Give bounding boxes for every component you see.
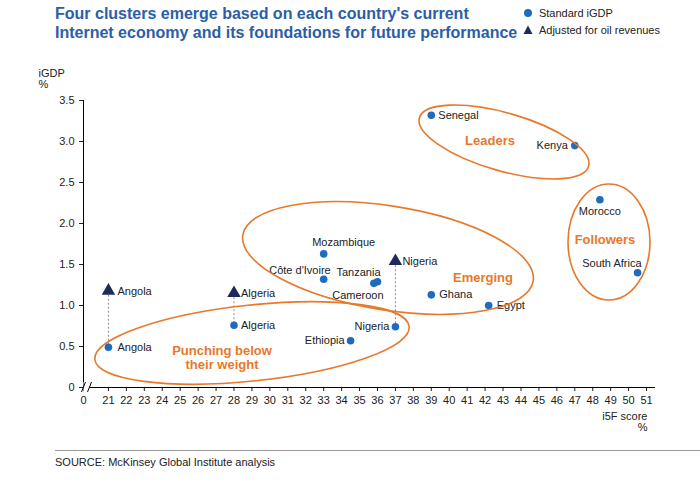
svg-text:iGDP%: iGDP% [39,67,65,90]
svg-text:41: 41 [461,394,473,406]
svg-text:Nigeria: Nigeria [355,320,391,332]
svg-text:Algeria: Algeria [241,319,276,331]
svg-text:44: 44 [515,394,527,406]
svg-text:Leaders: Leaders [465,133,515,148]
svg-text:35: 35 [353,394,365,406]
svg-text:0.5: 0.5 [59,340,74,352]
svg-text:Côte d'Ivoire: Côte d'Ivoire [269,264,330,276]
svg-text:30: 30 [264,394,276,406]
svg-text:Emerging: Emerging [453,270,513,285]
svg-text:28: 28 [228,394,240,406]
svg-text:Angola: Angola [117,285,152,297]
svg-text:3.0: 3.0 [59,135,74,147]
svg-text:39: 39 [425,394,437,406]
svg-text:Nigeria: Nigeria [402,255,438,267]
svg-text:51: 51 [640,394,652,406]
html-text:Standard iGDP: Standard iGDP [538,6,613,19]
svg-text:Angola: Angola [117,341,152,353]
svg-text:Ghana: Ghana [439,288,473,300]
svg-text:Egypt: Egypt [497,299,525,311]
svg-text:2.0: 2.0 [59,217,74,229]
svg-text:3.5: 3.5 [59,94,74,106]
svg-text:22: 22 [120,394,132,406]
svg-text:50: 50 [622,394,634,406]
svg-text:1.5: 1.5 [59,258,74,270]
html-text:Four clusters emerge based on: Four clusters emerge based on each count… [55,5,518,41]
svg-text:0: 0 [80,394,86,406]
html-text:SOURCE: McKinsey Global Instit: SOURCE: McKinsey Global Institute analys… [55,456,276,468]
svg-text:Tanzania: Tanzania [336,266,381,278]
svg-text:Algeria: Algeria [241,287,276,299]
svg-text:45: 45 [533,394,545,406]
svg-text:Mozambique: Mozambique [312,236,375,248]
svg-text:21: 21 [102,394,114,406]
svg-text:South Africa: South Africa [582,257,642,269]
svg-text:Ethiopia: Ethiopia [305,334,346,346]
svg-text:49: 49 [605,394,617,406]
svg-text:i5F score%: i5F score% [602,410,647,433]
svg-text:42: 42 [479,394,491,406]
svg-text:40: 40 [443,394,455,406]
svg-text:0: 0 [68,381,74,393]
svg-text:25: 25 [174,394,186,406]
svg-text:43: 43 [497,394,509,406]
svg-text:Cameroon: Cameroon [332,289,383,301]
svg-text:37: 37 [389,394,401,406]
svg-text:Punching belowtheir weight: Punching belowtheir weight [172,343,273,372]
svg-text:Morocco: Morocco [579,205,621,217]
svg-text:1.0: 1.0 [59,299,74,311]
svg-text:27: 27 [210,394,222,406]
svg-text:47: 47 [569,394,581,406]
svg-text:36: 36 [371,394,383,406]
svg-text:38: 38 [407,394,419,406]
svg-text:24: 24 [156,394,168,406]
svg-text:34: 34 [335,394,347,406]
svg-text:32: 32 [300,394,312,406]
svg-text:23: 23 [138,394,150,406]
svg-text:31: 31 [282,394,294,406]
svg-text:Followers: Followers [575,232,636,247]
svg-text:Senegal: Senegal [438,109,478,121]
html-text:Adjusted for oil revenues: Adjusted for oil revenues [538,23,660,36]
svg-text:Kenya: Kenya [537,139,569,151]
svg-text:48: 48 [587,394,599,406]
svg-text:26: 26 [192,394,204,406]
svg-text:2.5: 2.5 [59,176,74,188]
svg-text:46: 46 [551,394,563,406]
svg-text:33: 33 [318,394,330,406]
svg-text:29: 29 [246,394,258,406]
